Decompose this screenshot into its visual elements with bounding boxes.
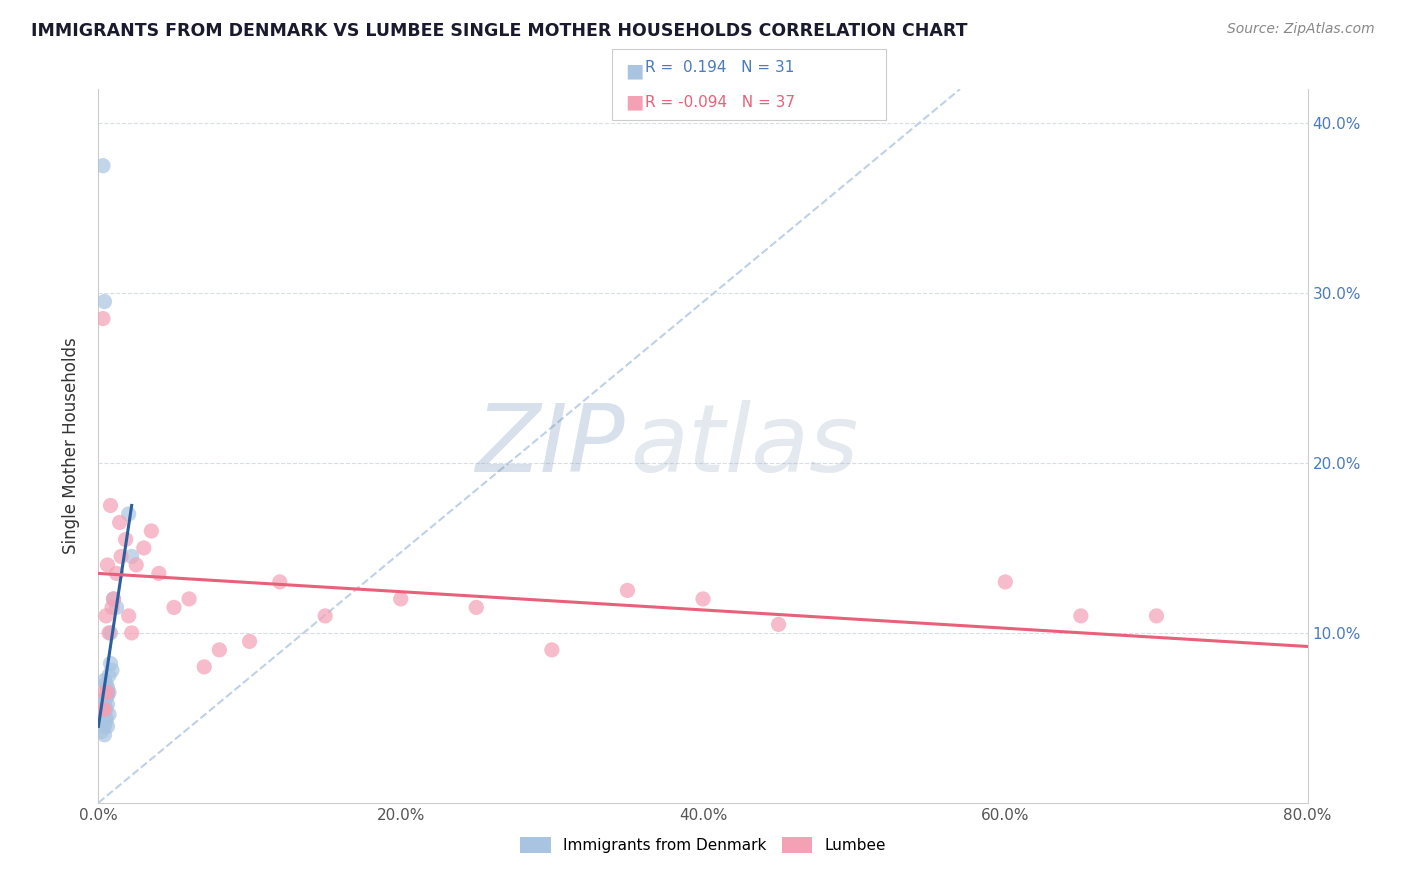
Point: [121, 626, 143, 640]
Point: [121, 549, 143, 564]
Point: [692, 591, 714, 606]
Point: [105, 600, 128, 615]
Point: [1070, 608, 1092, 623]
Point: [314, 608, 336, 623]
Point: [96, 689, 118, 703]
Point: [93, 698, 115, 712]
Point: [163, 600, 186, 615]
Point: [96, 698, 118, 712]
Point: [100, 626, 122, 640]
Point: [94, 677, 117, 691]
Point: [91, 311, 114, 326]
Point: [93, 294, 115, 309]
Point: [125, 558, 148, 572]
Point: [93, 673, 115, 688]
Point: [148, 566, 170, 581]
Point: [91, 714, 114, 729]
Point: [118, 608, 141, 623]
Point: [994, 574, 1017, 589]
Text: ■: ■: [626, 62, 644, 80]
Point: [93, 685, 115, 699]
Point: [96, 685, 118, 699]
Point: [110, 549, 132, 564]
Point: [98, 685, 121, 699]
Y-axis label: Single Mother Households: Single Mother Households: [62, 338, 80, 554]
Point: [96, 719, 118, 733]
Point: [98, 707, 121, 722]
Point: [94, 690, 117, 705]
Point: [179, 591, 201, 606]
Point: [94, 711, 117, 725]
Point: [91, 707, 114, 722]
Point: [141, 524, 163, 538]
Point: [269, 574, 291, 589]
Point: [103, 591, 125, 606]
Point: [108, 516, 131, 530]
Point: [132, 541, 155, 555]
Point: [94, 714, 117, 729]
Text: Source: ZipAtlas.com: Source: ZipAtlas.com: [1227, 22, 1375, 37]
Point: [98, 626, 121, 640]
Point: [91, 694, 114, 708]
Point: [118, 507, 141, 521]
Point: [94, 702, 117, 716]
Point: [98, 668, 121, 682]
Point: [96, 685, 118, 699]
Point: [208, 643, 231, 657]
Point: [93, 719, 115, 733]
Point: [91, 702, 114, 716]
Point: [100, 499, 122, 513]
Point: [193, 660, 215, 674]
Point: [96, 680, 118, 694]
Point: [239, 634, 262, 648]
Point: [96, 558, 118, 572]
Point: [616, 583, 638, 598]
Point: [105, 566, 128, 581]
Point: [540, 643, 562, 657]
Point: [389, 591, 412, 606]
Text: R = -0.094   N = 37: R = -0.094 N = 37: [645, 95, 796, 110]
Point: [90, 724, 112, 739]
Legend: Immigrants from Denmark, Lumbee: Immigrants from Denmark, Lumbee: [515, 831, 891, 859]
Point: [114, 533, 136, 547]
Point: [101, 663, 124, 677]
Point: [100, 657, 122, 671]
Text: atlas: atlas: [630, 401, 859, 491]
Text: ZIP: ZIP: [475, 401, 624, 491]
Point: [768, 617, 790, 632]
Point: [94, 608, 117, 623]
Point: [91, 702, 114, 716]
Point: [91, 159, 114, 173]
Text: ■: ■: [626, 93, 644, 112]
Point: [465, 600, 488, 615]
Text: IMMIGRANTS FROM DENMARK VS LUMBEE SINGLE MOTHER HOUSEHOLDS CORRELATION CHART: IMMIGRANTS FROM DENMARK VS LUMBEE SINGLE…: [31, 22, 967, 40]
Text: R =  0.194   N = 31: R = 0.194 N = 31: [645, 60, 794, 75]
Point: [101, 600, 124, 615]
Point: [103, 591, 125, 606]
Point: [1144, 608, 1167, 623]
Point: [93, 702, 115, 716]
Point: [93, 728, 115, 742]
